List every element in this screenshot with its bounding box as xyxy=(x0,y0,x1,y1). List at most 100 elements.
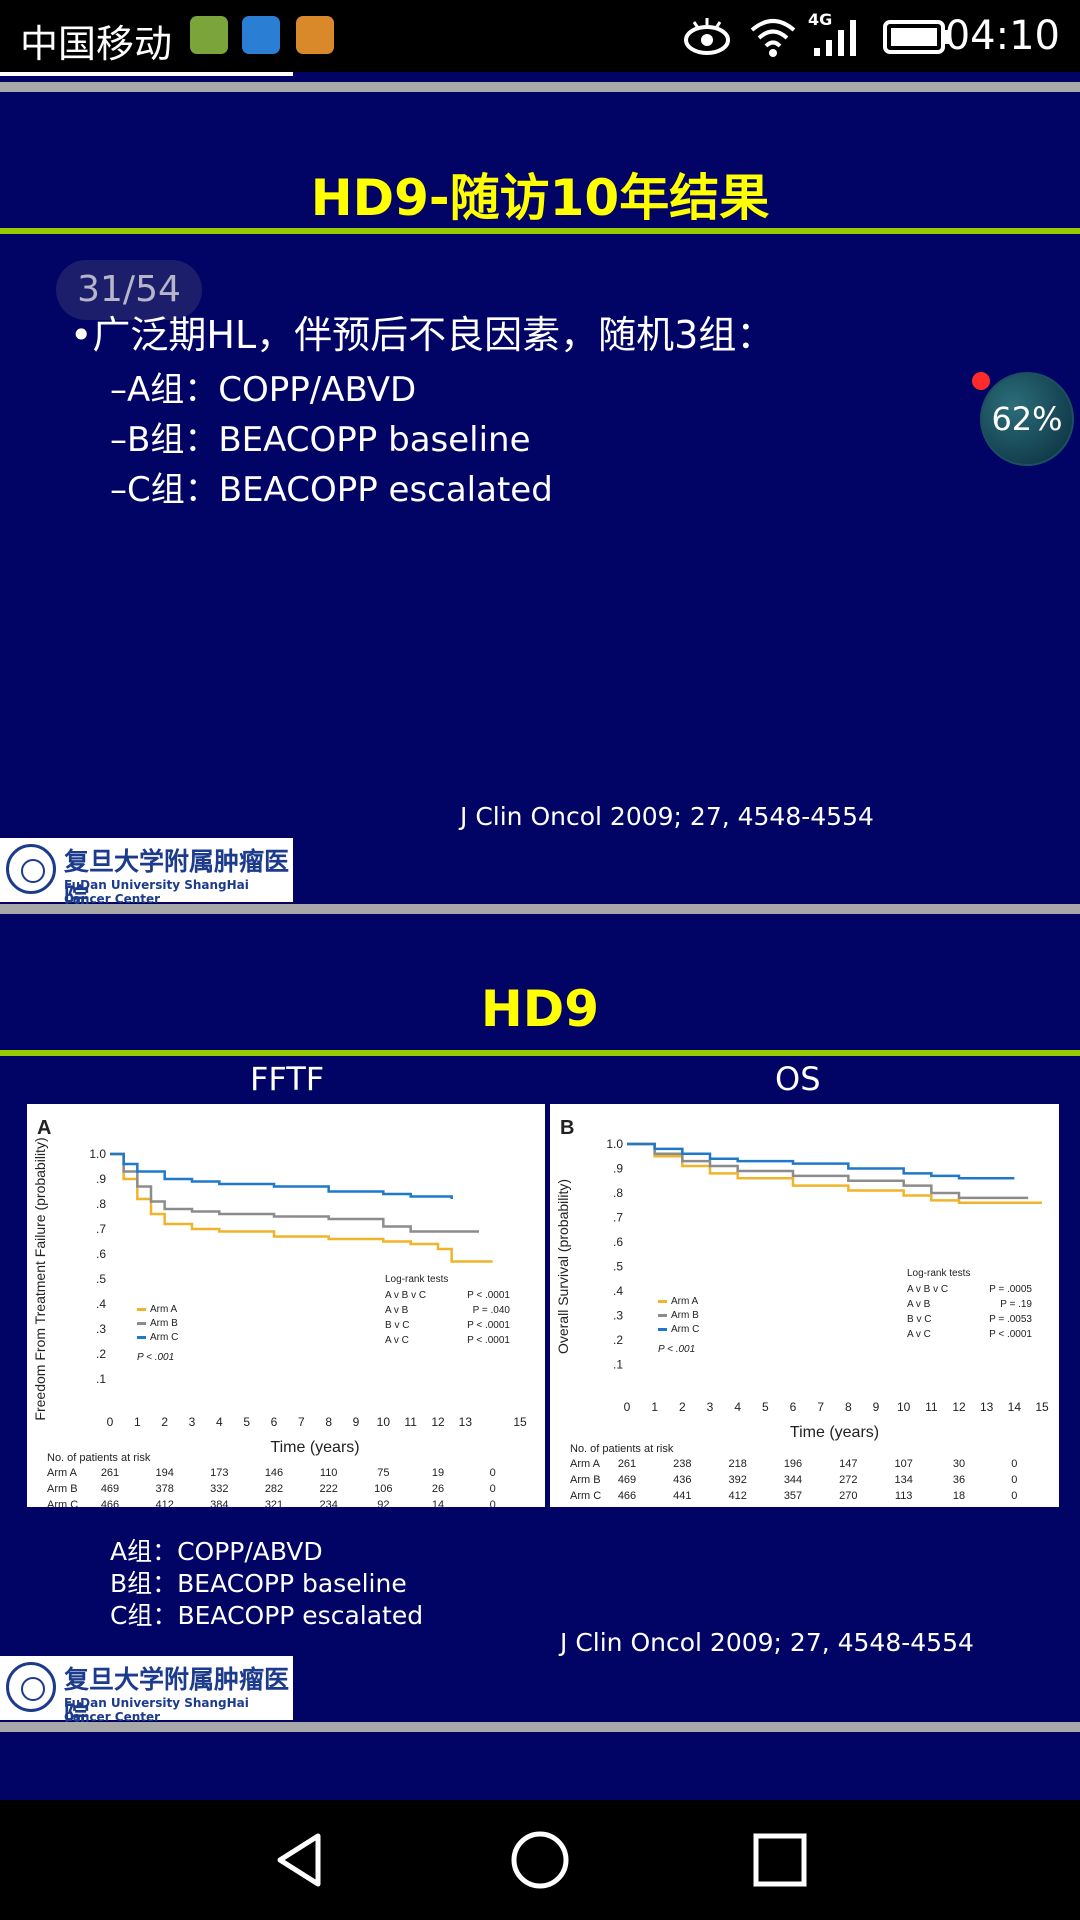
x-tick-label: 2 xyxy=(161,1415,168,1429)
risk-table-arm: Arm B xyxy=(570,1474,601,1486)
risk-table-value: 321 xyxy=(265,1499,283,1507)
status-bar: 中国移动 4G 04:10 xyxy=(0,0,1080,72)
risk-table-value: 75 xyxy=(377,1467,389,1479)
slide-title: HD9 xyxy=(480,980,600,1038)
risk-table-value: 384 xyxy=(210,1499,228,1507)
log-rank-comparison: B v C xyxy=(385,1320,409,1331)
logo-english-name: FuDan University ShangHai Cancer Center xyxy=(64,1696,249,1722)
log-rank-p-value: P < .0001 xyxy=(467,1335,510,1346)
hospital-seal-icon xyxy=(6,844,56,894)
page-indicator: 31/54 xyxy=(56,260,202,320)
panel-letter: B xyxy=(560,1117,574,1139)
recents-icon[interactable] xyxy=(750,1830,810,1890)
risk-table-value: 272 xyxy=(839,1474,857,1486)
risk-table-title: No. of patients at risk xyxy=(47,1452,151,1464)
log-rank-comparison: A v B v C xyxy=(907,1284,948,1295)
y-tick-label: .1 xyxy=(96,1372,106,1386)
app-icon-1 xyxy=(190,16,228,54)
os-chart: B.1.2.3.4.5.6.7.8.91.00 1 2 3 4 5 6 7 8 9 10 11 12 13… xyxy=(555,1117,1049,1502)
back-icon[interactable] xyxy=(270,1830,330,1890)
x-tick-label: 15 xyxy=(513,1415,527,1429)
x-tick-label: 4 xyxy=(734,1400,741,1414)
viewer-background xyxy=(0,1732,1080,1800)
x-tick-label: 1 xyxy=(134,1415,141,1429)
x-tick-label: 14 xyxy=(1008,1400,1022,1414)
arm-legend-list: A组：COPP/ABVD B组：BEACOPP baseline C组：BEAC… xyxy=(110,1536,423,1632)
risk-table-value: 196 xyxy=(784,1458,802,1470)
panel-letter: A xyxy=(37,1117,51,1139)
risk-table-value: 110 xyxy=(320,1467,338,1479)
x-tick-label: 6 xyxy=(790,1400,797,1414)
overall-p-value: P < .001 xyxy=(137,1352,174,1363)
legend-label: Arm C xyxy=(150,1332,178,1343)
legend-item-a: A组：COPP/ABVD xyxy=(110,1537,323,1566)
risk-table-value: 107 xyxy=(894,1458,912,1470)
y-tick-label: .2 xyxy=(613,1333,623,1347)
risk-table-value: 30 xyxy=(953,1458,965,1470)
eye-icon xyxy=(684,18,730,55)
x-axis-label: Time (years) xyxy=(270,1439,359,1456)
risk-table-value: 92 xyxy=(377,1499,389,1507)
signal-icon xyxy=(814,20,856,56)
risk-table-value: 344 xyxy=(784,1474,802,1486)
citation: J Clin Oncol 2009; 27, 4548-4554 xyxy=(560,1628,974,1657)
x-tick-label: 8 xyxy=(325,1415,332,1429)
hospital-logo: 复旦大学附属肿瘤医院 FuDan University ShangHai Can… xyxy=(0,1656,293,1722)
chart-panel-os: B .1.2.3.4.5.6.7.8.9 1.0 0 1 2 3 4 5 6 7 8 9 10 11 12 13… xyxy=(550,1104,1059,1507)
risk-table-value: 332 xyxy=(210,1483,228,1495)
series-line-arm-b xyxy=(110,1152,479,1233)
x-tick-label: 12 xyxy=(952,1400,966,1414)
risk-table-value: 134 xyxy=(894,1474,912,1486)
risk-table-value: 0 xyxy=(490,1483,496,1495)
log-rank-comparison: A v C xyxy=(907,1329,931,1340)
app-icon-3 xyxy=(296,16,334,54)
sub-item-c: –C组：BEACOPP escalated xyxy=(110,470,553,510)
slide-separator xyxy=(0,904,1080,914)
y-tick-label: .6 xyxy=(613,1235,623,1249)
x-tick-label: 8 xyxy=(845,1400,852,1414)
y-tick-label: .2 xyxy=(96,1347,106,1361)
navigation-bar xyxy=(0,1800,1080,1920)
risk-table-value: 106 xyxy=(374,1483,392,1495)
risk-table-value: 261 xyxy=(101,1467,119,1479)
risk-table-value: 18 xyxy=(953,1490,965,1502)
x-tick-label: 5 xyxy=(243,1415,250,1429)
home-icon[interactable] xyxy=(510,1830,570,1890)
y-tick-label: .7 xyxy=(96,1222,106,1236)
x-tick-label: 10 xyxy=(897,1400,911,1414)
y-tick-label: .1 xyxy=(613,1358,623,1372)
y-tick-label: 1.0 xyxy=(89,1147,106,1161)
risk-table-value: 282 xyxy=(265,1483,283,1495)
y-tick-label: .3 xyxy=(613,1309,623,1323)
notification-dot xyxy=(972,372,990,390)
logo-partial xyxy=(0,72,293,76)
risk-table-value: 412 xyxy=(728,1490,746,1502)
x-tick-label: 2 xyxy=(679,1400,686,1414)
risk-table-value: 0 xyxy=(1011,1474,1017,1486)
y-tick-label: .9 xyxy=(96,1172,106,1186)
risk-table-value: 436 xyxy=(673,1474,691,1486)
risk-table-value: 194 xyxy=(155,1467,173,1479)
chart-panel-fftf: A .1.2.3.4.5.6.7.8.9 1.0 0 1 2 3 4 5 6 7 8 9 10 11 12 13… xyxy=(27,1104,545,1507)
x-tick-label: 0 xyxy=(107,1415,114,1429)
x-tick-label: 7 xyxy=(817,1400,824,1414)
legend-swatch xyxy=(137,1336,146,1339)
risk-table-value: 36 xyxy=(953,1474,965,1486)
y-tick-label: .8 xyxy=(613,1186,623,1200)
risk-table-value: 234 xyxy=(319,1499,337,1507)
overall-p-value: P < .001 xyxy=(658,1344,695,1355)
log-rank-p-value: P < .0001 xyxy=(467,1290,510,1301)
log-rank-p-value: P < .0001 xyxy=(989,1329,1032,1340)
log-rank-p-value: P = .19 xyxy=(1000,1299,1032,1310)
bottom-divider xyxy=(0,1722,1080,1732)
memory-float-button[interactable]: 62% xyxy=(980,372,1074,466)
risk-table-value: 412 xyxy=(155,1499,173,1507)
x-tick-label: 6 xyxy=(271,1415,278,1429)
title-rule xyxy=(0,1050,1080,1056)
risk-table-value: 469 xyxy=(618,1474,636,1486)
app-icon-2 xyxy=(242,16,280,54)
legend-label: Arm B xyxy=(150,1318,178,1329)
risk-table-value: 146 xyxy=(265,1467,283,1479)
wifi-icon xyxy=(750,19,796,57)
slide-top-divider xyxy=(0,82,1080,92)
